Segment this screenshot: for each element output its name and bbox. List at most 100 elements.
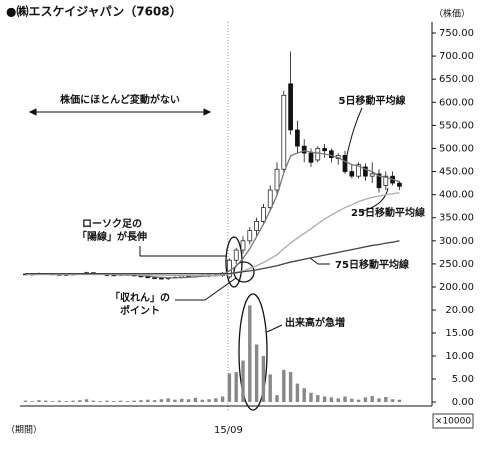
volume-bar [275,395,279,402]
candle-body [227,259,232,278]
y-tick-label: 300.00 [439,236,474,247]
y-tick-label: 250.00 [439,259,474,270]
volume-bar [71,400,75,402]
y-tick-label: 200.00 [439,282,474,293]
candle-body [159,277,164,280]
y-tick-label: 500.00 [439,143,474,154]
volume-bar [282,369,286,402]
annotation: 出来高が急増 [285,316,345,329]
annotation-graphics [28,107,389,411]
candle-body [288,83,293,131]
volume-bar [377,398,381,402]
volume-bar [152,400,157,402]
y-tick-label: 400.00 [439,190,474,201]
annotation: ローソク足の [82,218,142,230]
volume-bar [44,400,48,402]
leader [359,187,389,213]
volume-bar [302,388,306,402]
volume-bar [288,372,293,402]
ma-line [25,240,400,275]
chart-title: ●㈱エスケイジャパン（7608） [6,4,182,19]
volume-bar [261,356,266,402]
volume-bar [132,400,136,402]
volume-tick-label: 15.00 [445,328,474,339]
volume-unit: ×10000 [435,417,471,427]
volume-bar [166,398,170,402]
unit-box [432,413,474,429]
y-tick-label: 450.00 [439,167,474,178]
volume-bar [37,400,41,402]
volume-bar [105,400,109,402]
ma-label: 75日移動平均線 [335,258,409,271]
volume-bar [91,400,96,402]
volume-bar [64,401,68,402]
candle-body [342,155,348,172]
ma-line [25,192,400,277]
ma-label: 25日移動平均線 [351,206,425,219]
volume-bar [343,396,347,402]
y-tick-label: 700.00 [439,51,474,62]
leader [139,246,226,257]
volume-bar [248,305,252,402]
volume-bar [78,400,82,402]
y-tick-label: 550.00 [439,120,474,131]
y-tick-label: 650.00 [439,74,474,85]
candle-body [308,152,314,163]
candle-body [369,173,375,177]
annotation: ポイント [120,304,160,317]
volume-bar [363,397,368,402]
volume-bar [227,373,232,402]
volume-bar [207,399,211,402]
volume-bar [146,399,150,402]
candle-body [281,94,287,170]
volume-tick-label: 20.00 [445,305,474,316]
volume-bar [173,399,177,402]
candle-body [301,145,307,154]
volume-bar [254,344,259,402]
annotation: 株価にほとんど変動がない [60,93,180,106]
volume-bar [220,396,225,402]
volume-tick-label: 0.00 [452,397,474,408]
candle-body [295,129,300,147]
volume-bar [200,399,204,402]
candle-body [376,173,382,189]
candle-body [254,221,259,232]
volume-bar [390,399,395,402]
arrow-head [28,108,212,116]
volume-bar [316,395,320,402]
volume-bar [268,374,272,402]
volume-bar [322,396,327,402]
volume-bar [159,399,164,402]
volume-bar [295,383,300,402]
volume-bar [350,398,354,402]
annotation: 「陽線」が長伸 [77,230,147,243]
volume-bar [50,401,55,402]
candle-body [145,276,151,279]
volume-bar [139,400,143,402]
annotation: 「収れん」の [110,291,170,304]
volume-bar [309,392,313,402]
volume-bar [397,399,402,402]
y-tick-label: 600.00 [439,97,474,108]
candle-body [233,249,239,261]
candle-body [261,207,266,222]
volume-bar [180,398,184,402]
volume-bar [125,401,130,402]
volume-bar [84,399,89,402]
candle-body [247,230,253,242]
volume-bar [336,398,340,402]
candle-body [363,166,368,177]
volume-bar [234,372,238,402]
candle-body [356,164,361,177]
volume-bar [57,400,62,402]
volume-tick-label: 10.00 [445,351,474,362]
y-axis-label: （株価） [434,8,470,20]
volume-bar [186,399,191,402]
volume-bar [329,397,334,402]
volume-bar [356,399,361,402]
y-tick-label: 350.00 [439,213,474,224]
candle-body [240,240,246,251]
ma-label: 5日移動平均線 [339,94,406,107]
candle-body [315,148,321,161]
candle-body [322,148,327,152]
